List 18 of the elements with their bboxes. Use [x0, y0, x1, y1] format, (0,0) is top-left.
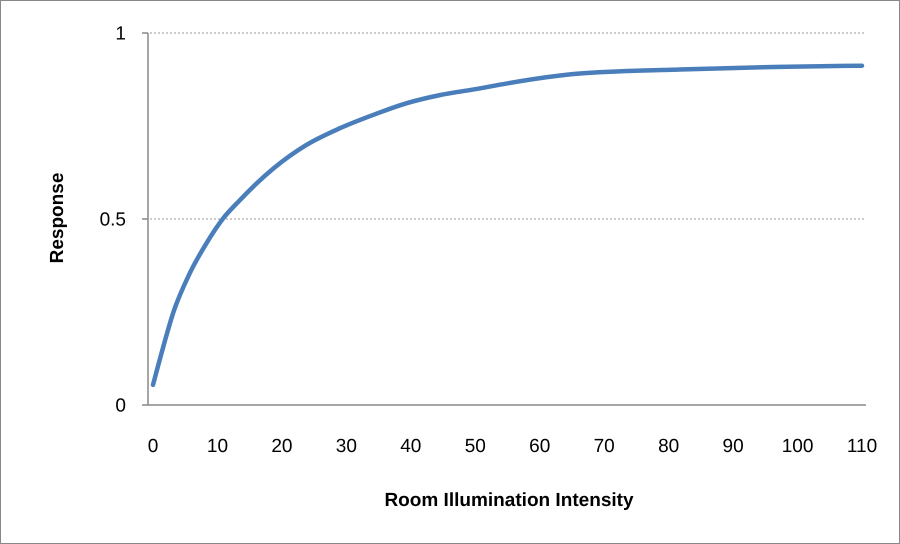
y-axis-title: Response	[47, 172, 68, 264]
x-tick-label: 90	[722, 436, 744, 457]
x-tick-label: 10	[206, 436, 228, 457]
line-series	[150, 63, 864, 388]
x-tick-label: 20	[271, 436, 292, 457]
x-tick-label: 50	[464, 436, 486, 457]
x-tick-label: 70	[594, 436, 615, 457]
x-tick-label: 110	[846, 436, 878, 457]
x-tick-label: 100	[782, 436, 814, 457]
x-tick-label: 30	[336, 436, 357, 457]
x-tick-label: 80	[658, 436, 680, 457]
x-tick-label: 40	[400, 436, 422, 457]
y-tick-label: 0	[115, 396, 126, 417]
x-axis-title: Room Illumination Intensity	[384, 490, 634, 511]
x-tick-label: 0	[148, 436, 158, 457]
x-tick-label: 60	[529, 436, 550, 457]
y-tick-label: 0.5	[100, 210, 126, 231]
y-tick-label: 1	[115, 24, 126, 45]
